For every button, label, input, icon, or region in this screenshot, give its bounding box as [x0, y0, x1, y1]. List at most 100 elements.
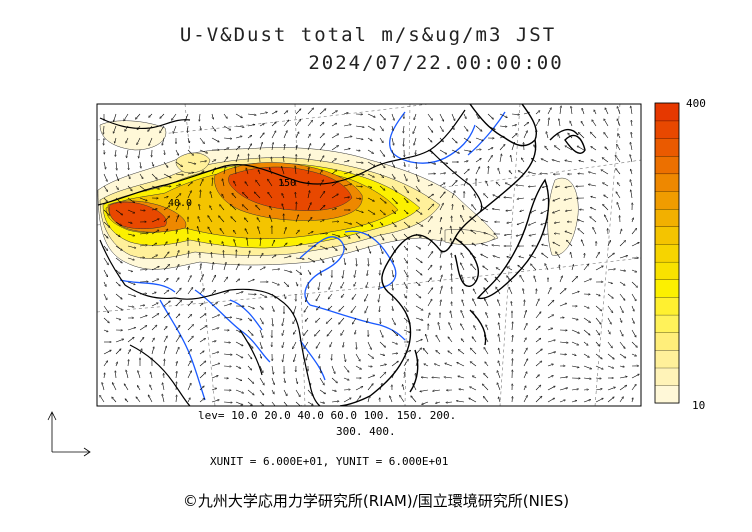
wind-arrow — [103, 173, 107, 181]
wind-arrow — [448, 337, 453, 343]
wind-arrow — [162, 394, 165, 403]
wind-arrow — [499, 145, 505, 151]
wind-arrow — [571, 107, 572, 115]
wind-arrow — [283, 293, 286, 299]
wind-arrow — [529, 233, 537, 236]
wind-arrow — [258, 170, 261, 175]
wind-arrow — [535, 119, 540, 127]
wind-arrow — [198, 217, 201, 223]
wind-arrow — [582, 240, 585, 247]
wind-arrow — [367, 137, 372, 141]
wind-arrow — [475, 125, 482, 131]
wind-arrow — [482, 244, 489, 247]
wind-arrow — [271, 281, 279, 285]
wind-arrow — [591, 208, 597, 211]
wind-arrow — [223, 402, 232, 403]
wind-arrow — [630, 155, 633, 163]
wind-arrow — [343, 377, 349, 380]
wind-arrow — [163, 336, 167, 343]
wind-arrow — [583, 353, 589, 357]
wind-arrow — [601, 170, 609, 175]
wind-arrow — [199, 171, 204, 175]
wind-arrow — [523, 338, 526, 343]
wind-arrow — [511, 125, 516, 126]
wind-arrow — [504, 197, 513, 198]
wind-arrow — [471, 348, 477, 355]
wind-arrow — [547, 398, 554, 403]
wind-arrow — [440, 300, 441, 307]
wind-arrow — [148, 125, 153, 131]
wind-arrow — [199, 137, 204, 143]
wind-arrow — [499, 113, 507, 118]
wind-arrow — [595, 317, 601, 324]
wind-arrow — [392, 305, 393, 311]
wind-arrow — [139, 349, 142, 355]
wind-arrow — [222, 194, 225, 199]
wind-arrow — [139, 326, 147, 331]
wind-arrow — [451, 137, 457, 143]
wind-arrow — [446, 402, 453, 403]
wind-arrow — [595, 389, 602, 390]
wind-arrow — [541, 209, 549, 213]
wind-arrow — [187, 371, 191, 379]
wind-arrow — [148, 395, 153, 403]
wind-arrow — [463, 205, 464, 211]
wind-arrow — [234, 181, 237, 187]
wind-arrow — [331, 257, 334, 262]
wind-arrow — [367, 269, 368, 276]
wind-arrow — [223, 138, 232, 139]
wind-arrow — [331, 208, 336, 211]
wind-arrow — [403, 209, 408, 214]
wind-arrow — [115, 349, 121, 355]
wind-arrow — [103, 221, 110, 227]
wind-arrow — [391, 233, 397, 241]
wind-arrow — [124, 384, 129, 391]
wind-arrow — [296, 145, 297, 151]
wind-arrow — [308, 281, 309, 288]
wind-arrow — [295, 230, 299, 235]
wind-arrow — [449, 323, 453, 331]
wind-arrow — [258, 227, 261, 235]
wind-arrow — [210, 241, 213, 247]
wind-arrow — [188, 266, 189, 271]
wind-arrow — [343, 257, 345, 265]
wind-arrow — [415, 173, 419, 182]
wind-arrow — [403, 329, 410, 332]
wind-arrow — [522, 158, 525, 163]
wind-arrow — [127, 185, 132, 191]
wind-vectors — [100, 106, 639, 406]
wind-arrow — [439, 203, 443, 211]
wind-arrow — [559, 265, 560, 271]
colorbar-segment — [654, 244, 680, 263]
wind-arrow — [235, 389, 243, 393]
wind-arrow — [529, 186, 537, 187]
wind-arrow — [175, 335, 180, 343]
wind-arrow — [547, 352, 556, 355]
wind-arrow — [607, 282, 612, 283]
wind-arrow — [583, 329, 590, 335]
wind-arrow — [127, 149, 129, 158]
wind-arrow — [307, 134, 310, 139]
wind-arrow — [305, 317, 309, 321]
wind-arrow — [427, 299, 432, 307]
colorbar-frame — [654, 102, 680, 404]
wind-arrow — [619, 229, 622, 235]
colorbar — [654, 102, 680, 404]
wind-arrow — [114, 113, 117, 121]
wind-arrow — [139, 270, 147, 271]
map-timestamp: 2024/07/22.00:00:00 — [308, 52, 564, 74]
wind-arrow — [103, 245, 108, 250]
wind-arrow — [128, 161, 129, 170]
wind-arrow — [343, 341, 344, 347]
colorbar-segment — [654, 155, 680, 175]
wind-arrow — [175, 326, 180, 331]
wind-arrow — [547, 315, 554, 319]
wind-arrow — [391, 185, 397, 192]
wind-arrow — [619, 305, 623, 313]
wind-arrow — [163, 279, 168, 283]
wind-arrow — [391, 209, 396, 214]
wind-arrow — [605, 215, 609, 223]
wind-arrow — [485, 335, 489, 343]
wind-arrow — [463, 289, 465, 295]
wind-arrow — [511, 155, 513, 163]
